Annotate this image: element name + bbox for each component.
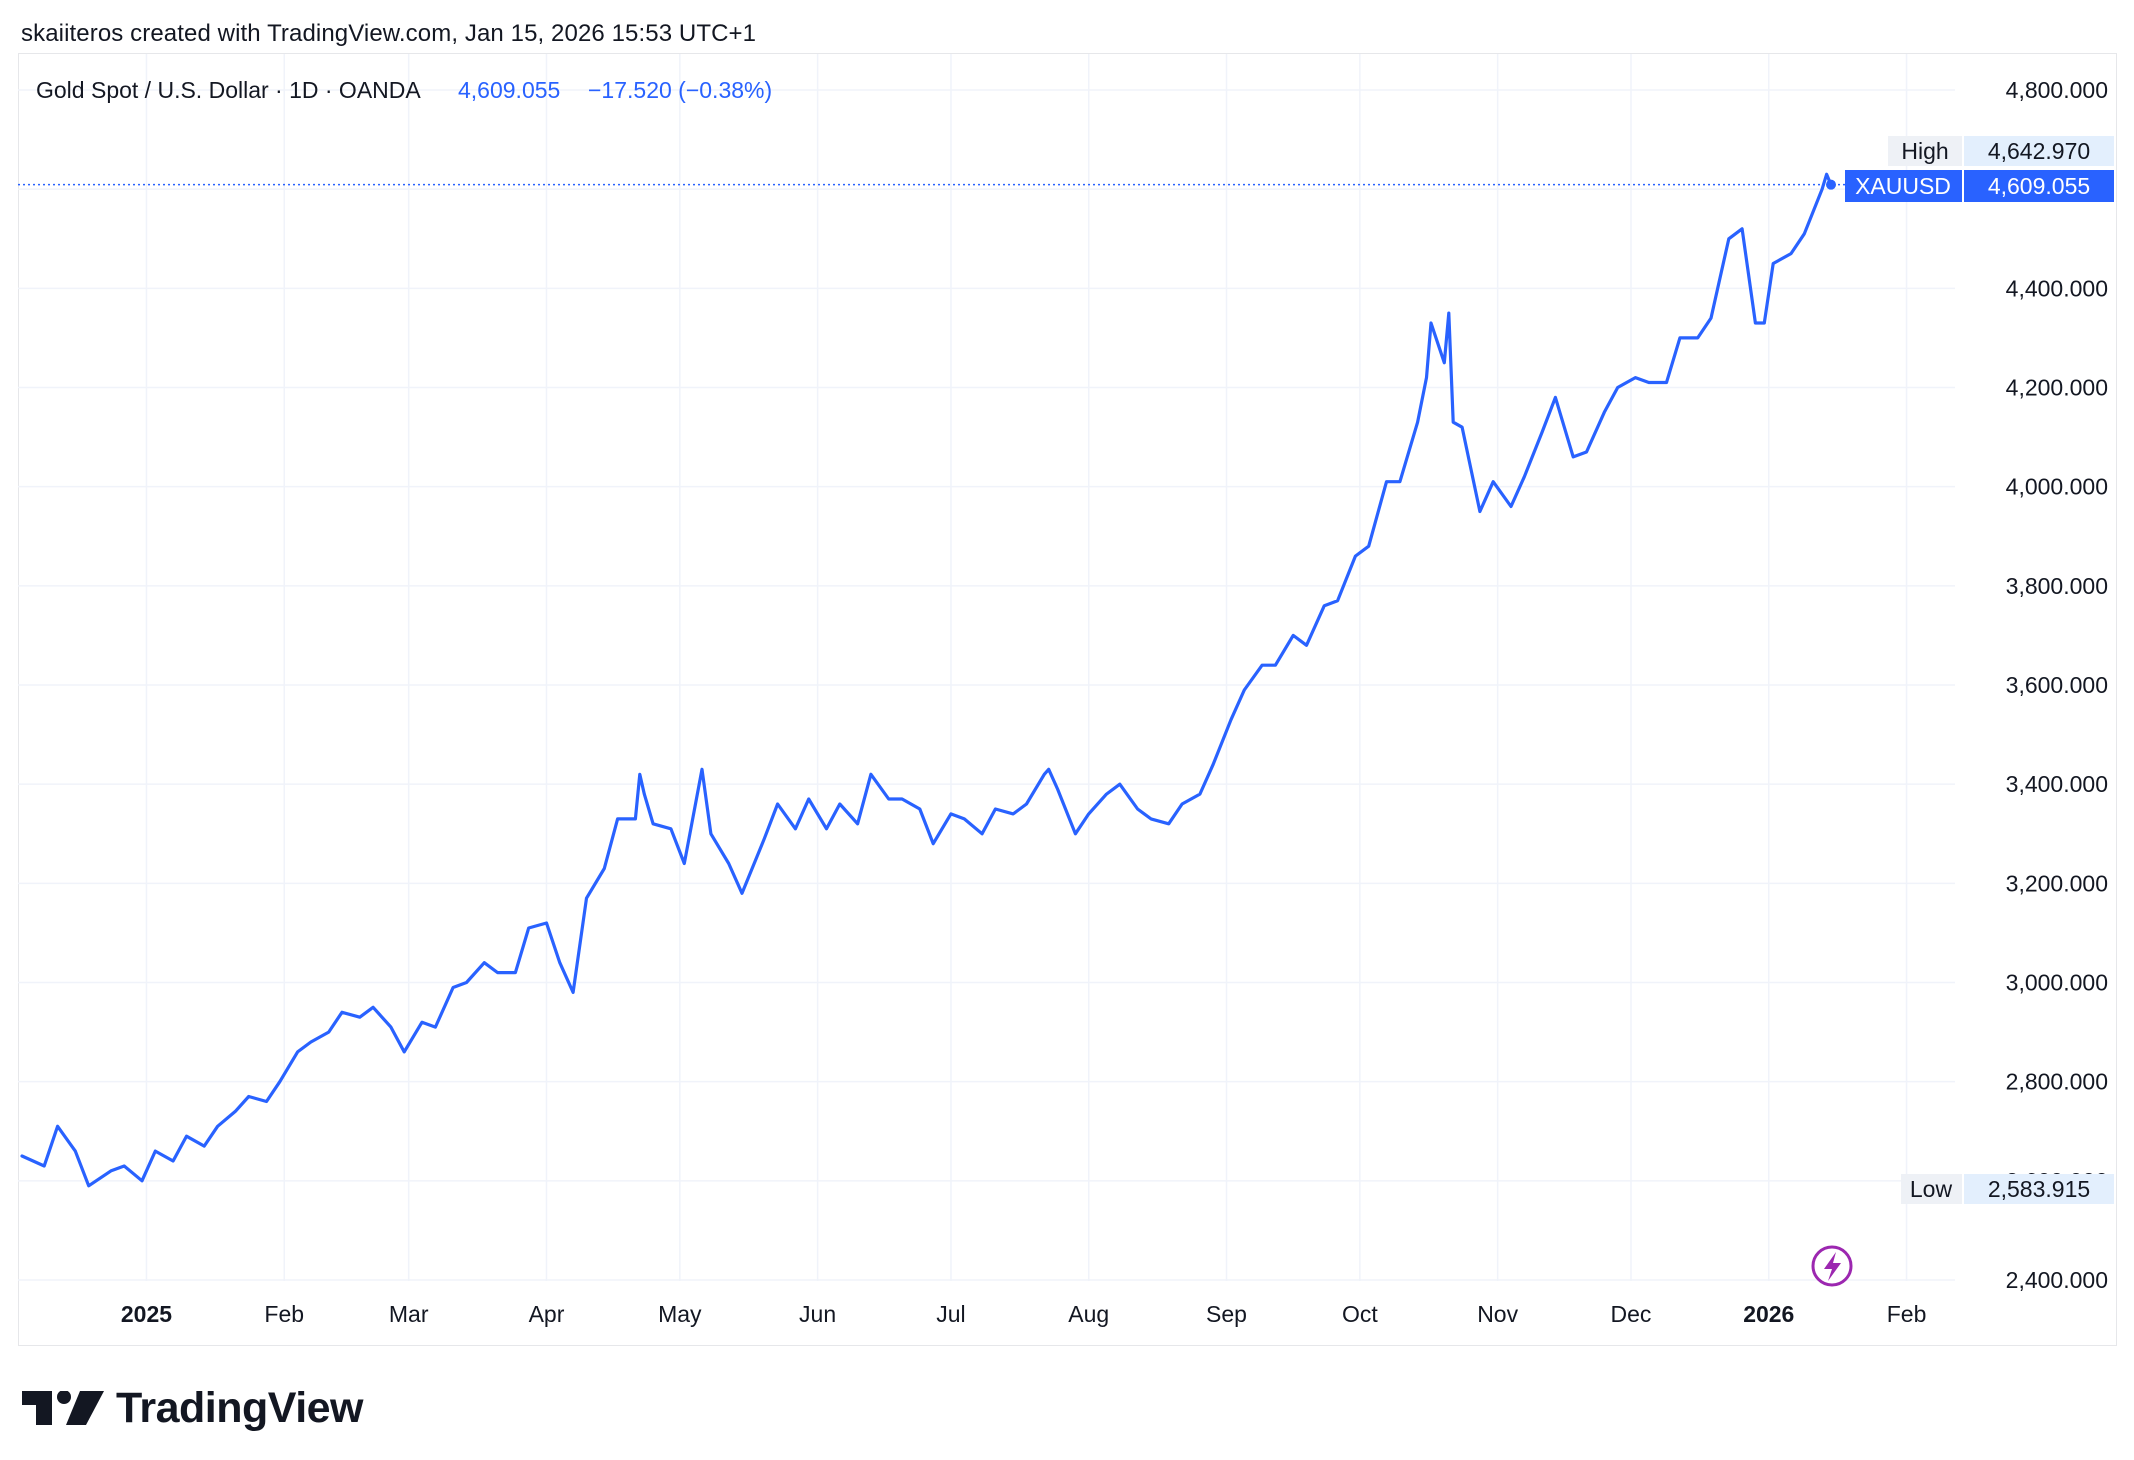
grid — [18, 54, 1955, 1281]
time-axis-label: Aug — [1068, 1301, 1109, 1327]
axes: 2,400.0002,600.0002,800.0003,000.0003,20… — [121, 77, 2108, 1327]
legend-symbol: Gold Spot / U.S. Dollar · 1D · OANDA — [36, 77, 421, 103]
time-axis-label: 2025 — [121, 1301, 172, 1327]
legend-change: −17.520 (−0.38%) — [588, 77, 772, 103]
price-axis-label: 4,000.000 — [2006, 474, 2108, 500]
tradingview-logo-text: TradingView — [116, 1384, 364, 1432]
time-axis-label: Dec — [1611, 1301, 1652, 1327]
price-axis-label: 4,400.000 — [2006, 275, 2108, 301]
low-value-bg — [1964, 1174, 2114, 1204]
time-axis-label: Oct — [1342, 1301, 1378, 1327]
time-axis-label: Nov — [1477, 1301, 1518, 1327]
price-axis-label: 4,200.000 — [2006, 375, 2108, 401]
last-price-dot — [1826, 179, 1836, 190]
price-axis-label: 4,800.000 — [2006, 77, 2108, 103]
time-axis-label: Mar — [389, 1301, 429, 1327]
price-axis-label: 3,400.000 — [2006, 771, 2108, 797]
price-axis-label: 2,800.000 — [2006, 1069, 2108, 1095]
price-series-line[interactable] — [20, 172, 1833, 1188]
high-value: 4,642.970 — [1988, 138, 2090, 164]
time-axis-label: 2026 — [1743, 1301, 1794, 1327]
price-chart[interactable]: 2,400.0002,600.0002,800.0003,000.0003,20… — [0, 0, 2134, 1360]
high-label-bg — [1888, 136, 1962, 166]
time-axis-label: Apr — [529, 1301, 565, 1327]
price-axis-label: 3,200.000 — [2006, 870, 2108, 896]
time-axis-label: Sep — [1206, 1301, 1247, 1327]
tradingview-logo-icon — [22, 1390, 104, 1425]
high-value-bg — [1964, 136, 2114, 166]
time-axis-label: Jun — [799, 1301, 836, 1327]
high-label: High — [1901, 138, 1948, 164]
lightning-icon[interactable] — [1811, 1245, 1853, 1287]
low-value: 2,583.915 — [1988, 1176, 2090, 1202]
price-axis-label: 2,400.000 — [2006, 1267, 2108, 1293]
time-axis-label: Jul — [936, 1301, 965, 1327]
price-axis-label: 3,000.000 — [2006, 970, 2108, 996]
time-axis-label: Feb — [264, 1301, 304, 1327]
price-axis-label: 3,600.000 — [2006, 672, 2108, 698]
chart-frame — [18, 53, 2117, 1346]
last-value-bg — [1964, 170, 2114, 202]
last-symbol-bg — [1845, 170, 1962, 202]
last-symbol-label: XAUUSD — [1855, 173, 1951, 199]
time-axis-label: Feb — [1887, 1301, 1927, 1327]
low-label: Low — [1910, 1176, 1953, 1202]
last-value-label: 4,609.055 — [1988, 173, 2090, 199]
legend-last-price: 4,609.055 — [458, 77, 560, 103]
tradingview-logo[interactable]: TradingView — [22, 1384, 364, 1433]
time-axis-label: May — [658, 1301, 702, 1327]
price-axis-label: 3,800.000 — [2006, 573, 2108, 599]
chart-attribution: skaiiteros created with TradingView.com,… — [21, 20, 757, 47]
low-label-bg — [1901, 1174, 1962, 1204]
